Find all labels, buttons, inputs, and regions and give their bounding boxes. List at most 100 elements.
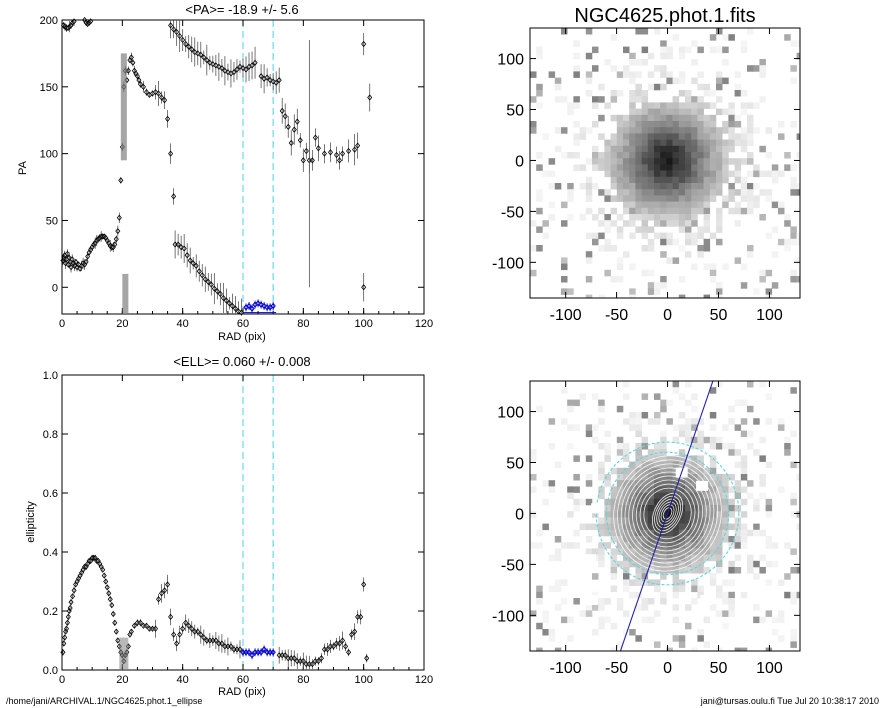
- pa-x-axis-label: RAD (pix): [218, 331, 266, 343]
- x-tick-label: -100: [550, 660, 582, 677]
- data-point: [288, 139, 294, 147]
- data-point: [238, 309, 245, 316]
- data-point: [340, 150, 346, 157]
- data-point: [189, 625, 195, 632]
- isophote-overlay-panel: -100 -50 0 50 100 -100 -50 0 50 100: [492, 380, 801, 677]
- data-point: [225, 68, 231, 76]
- data-point: [324, 646, 330, 653]
- data-point: [213, 637, 219, 644]
- data-point: [192, 48, 198, 56]
- data-point: [159, 590, 165, 597]
- data-point: [70, 593, 76, 600]
- masked-region: [696, 480, 709, 491]
- data-point: [219, 640, 225, 647]
- data-point: [125, 67, 131, 74]
- data-point: [65, 613, 71, 621]
- data-point: [330, 643, 337, 650]
- data-point: [297, 137, 303, 144]
- data-point: [291, 126, 297, 133]
- data-point: [202, 276, 208, 283]
- data-point: [267, 76, 273, 84]
- y-tick-label: 100: [497, 52, 524, 69]
- data-point: [309, 660, 315, 668]
- position-angle-line: [619, 381, 714, 651]
- isophote-ellipse: [662, 507, 673, 520]
- data-point: [115, 637, 121, 644]
- data-point: [337, 640, 343, 647]
- y-tick-label: -100: [492, 255, 524, 272]
- data-point: [291, 655, 297, 662]
- data-point: [315, 145, 321, 152]
- y-tick-label: 1.0: [43, 370, 58, 382]
- data-point: [228, 643, 234, 650]
- data-point: [137, 619, 143, 626]
- footer-user-timestamp: jani@tursas.oulu.fi Tue Jul 20 10:38:17 …: [700, 696, 879, 706]
- data-point: [64, 250, 70, 258]
- data-point: [346, 649, 352, 656]
- data-point: [300, 157, 306, 164]
- galaxy-image-panel: NGC4625.phot.1.fits -100 -50 0 50 100 -100 -50…: [492, 5, 801, 324]
- data-point: [190, 260, 196, 267]
- data-point: [367, 94, 373, 101]
- data-point: [73, 258, 79, 266]
- y-tick-label: 50: [506, 456, 524, 473]
- x-tick-label: 60: [237, 674, 249, 686]
- data-point: [153, 89, 159, 96]
- y-tick-label: 100: [40, 149, 58, 161]
- ellipticity-panel: <ELL>= 0.060 +/- 0.008 ellipticity RAD (…: [25, 354, 433, 698]
- data-point: [76, 261, 82, 268]
- data-point: [252, 59, 258, 66]
- data-point: [162, 97, 168, 104]
- x-tick-label: 100: [756, 660, 783, 677]
- data-point: [303, 147, 309, 155]
- y-tick-label: 0.4: [43, 547, 58, 559]
- data-point: [201, 54, 207, 61]
- selected-point: [255, 300, 261, 307]
- x-tick-label: 40: [177, 318, 189, 330]
- y-tick-label: 200: [40, 15, 58, 27]
- data-point: [110, 610, 116, 618]
- y-tick-label: 50: [46, 215, 58, 227]
- data-point: [214, 288, 220, 295]
- data-point: [88, 18, 94, 25]
- data-point: [104, 584, 110, 591]
- data-point: [211, 285, 217, 292]
- data-point: [180, 625, 186, 632]
- data-point: [178, 244, 184, 251]
- error-band: [120, 53, 127, 161]
- data-point: [258, 72, 264, 80]
- data-point: [159, 94, 165, 101]
- data-point: [107, 596, 113, 603]
- data-point: [131, 622, 137, 629]
- data-point: [168, 150, 174, 157]
- data-point: [235, 308, 241, 315]
- error-band: [119, 637, 129, 670]
- x-tick-label: 100: [756, 307, 783, 324]
- isophote-ellipse: [658, 501, 677, 526]
- selected-point: [246, 648, 252, 656]
- data-point: [68, 264, 74, 271]
- x-tick-label: -50: [605, 660, 628, 677]
- y-tick-label: 0: [515, 153, 524, 170]
- data-point: [156, 90, 162, 97]
- data-point: [361, 284, 367, 291]
- data-point: [195, 50, 201, 57]
- data-point: [68, 599, 74, 606]
- data-point: [361, 581, 367, 588]
- data-point: [175, 241, 181, 248]
- data-point: [282, 113, 288, 120]
- x-tick-label: -100: [550, 307, 582, 324]
- data-point: [249, 62, 255, 69]
- data-point: [327, 149, 333, 156]
- data-point: [264, 74, 270, 81]
- fit-radius-circle: [605, 451, 730, 576]
- data-point: [343, 643, 349, 650]
- data-point: [177, 32, 183, 40]
- x-tick-label: 20: [116, 674, 128, 686]
- x-tick-label: 0: [663, 307, 672, 324]
- data-point: [60, 649, 66, 656]
- data-point: [106, 590, 112, 597]
- data-point: [64, 619, 70, 626]
- data-point: [318, 655, 324, 662]
